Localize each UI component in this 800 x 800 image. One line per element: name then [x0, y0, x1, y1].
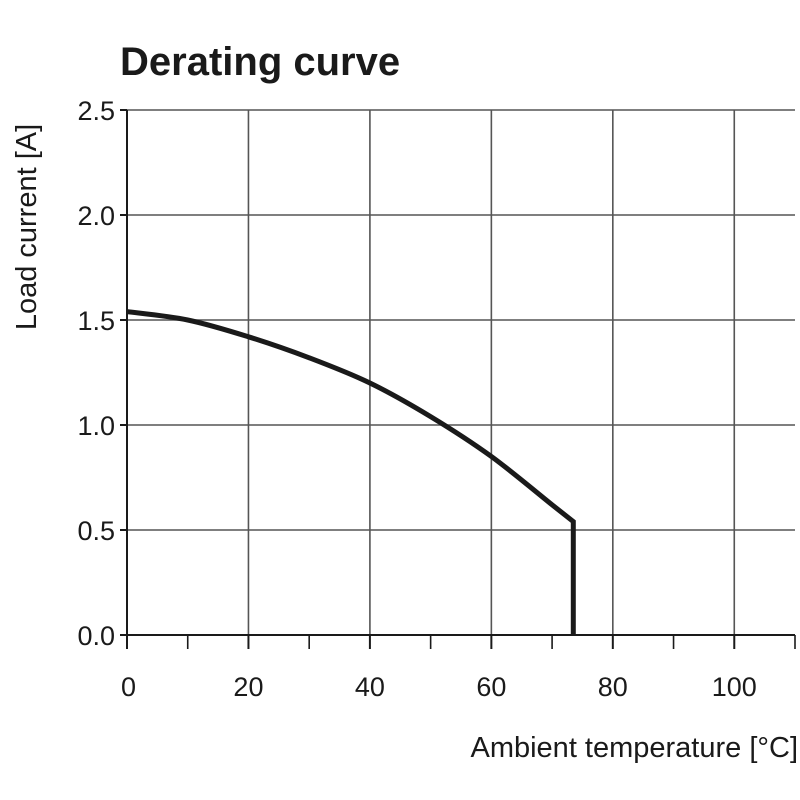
x-tick-label: 0 [121, 672, 136, 702]
y-tick-label: 0.0 [77, 621, 115, 651]
x-tick-label: 100 [712, 672, 757, 702]
y-tick-labels: 0.0 0.5 1.0 1.5 2.0 2.5 [77, 96, 115, 651]
series-layer [126, 309, 576, 635]
x-tick-label: 40 [355, 672, 385, 702]
axes [120, 109, 796, 649]
x-tick-label: 60 [476, 672, 506, 702]
y-tick-label: 1.0 [77, 411, 115, 441]
derating-line [126, 309, 576, 635]
chart-title: Derating curve [120, 40, 400, 84]
x-tick-label: 80 [598, 672, 628, 702]
x-axis-label: Ambient temperature [°C] [470, 732, 798, 764]
y-tick-label: 2.0 [77, 201, 115, 231]
y-axis-label: Load current [A] [11, 124, 43, 330]
y-tick-label: 1.5 [77, 306, 115, 336]
y-tick-label: 2.5 [77, 96, 115, 126]
grid [127, 109, 795, 635]
x-tick-label: 20 [233, 672, 263, 702]
x-tick-labels: 0 20 40 60 80 100 [121, 672, 757, 702]
y-tick-label: 0.5 [77, 516, 115, 546]
